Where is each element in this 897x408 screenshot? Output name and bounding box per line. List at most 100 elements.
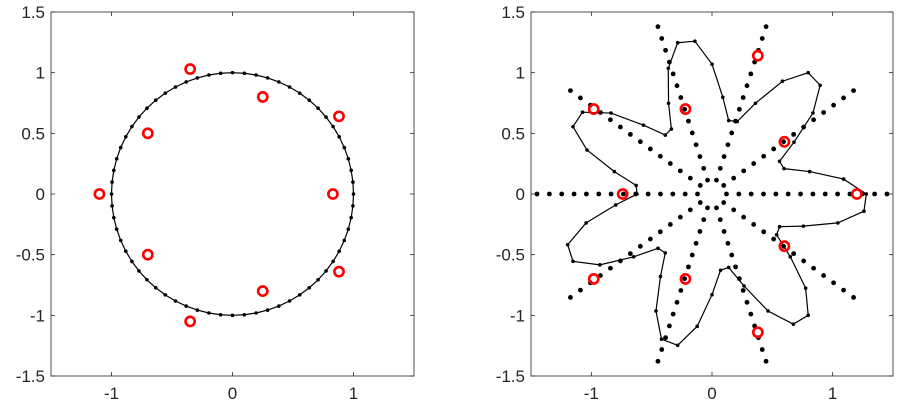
curve-node xyxy=(287,85,292,89)
y-tick-label: -1.5 xyxy=(16,367,45,386)
ray-dot xyxy=(724,191,729,197)
curve-node xyxy=(130,259,134,264)
red-marker xyxy=(587,103,600,115)
curve-node xyxy=(571,259,575,264)
curve-node xyxy=(342,238,347,243)
curve-node xyxy=(753,101,758,106)
curve-node xyxy=(656,246,660,251)
curve-node xyxy=(346,227,351,232)
curve-node xyxy=(806,70,811,75)
curve-node xyxy=(163,293,168,297)
curve-node xyxy=(297,293,302,297)
right-panel: -1 0 1 1.5 1 0.5 0 -0.5 -1 -1.5 xyxy=(496,3,894,403)
curve-node xyxy=(580,110,585,114)
curve-node xyxy=(726,265,731,270)
x-tick-label: 1 xyxy=(349,384,358,403)
curve-node xyxy=(277,304,281,308)
right-markers-layer xyxy=(587,49,863,339)
curve-node xyxy=(663,133,668,137)
ray-dot xyxy=(736,276,742,282)
ray-dot xyxy=(697,154,703,159)
curve-node xyxy=(777,159,782,164)
curve-node xyxy=(173,85,178,89)
ray-dot xyxy=(659,36,665,41)
ray-dot xyxy=(811,265,817,271)
left-axes-box xyxy=(50,11,415,377)
ray-dot xyxy=(689,130,695,136)
ray-dot xyxy=(655,24,661,30)
red-marker xyxy=(778,240,791,253)
curve-node xyxy=(114,227,119,232)
red-marker xyxy=(184,315,197,328)
ray-dot xyxy=(617,124,623,130)
ray-dot xyxy=(670,191,676,197)
ray-dot xyxy=(761,153,767,159)
ray-dot xyxy=(798,191,803,197)
ray-dot xyxy=(670,71,676,77)
curve-node xyxy=(862,209,866,214)
ray-dot xyxy=(677,168,683,174)
y-tick-label: 0 xyxy=(36,185,45,204)
curve-node xyxy=(118,238,123,243)
curve-node xyxy=(316,106,320,111)
curve-node xyxy=(337,135,342,139)
curve-node xyxy=(112,215,116,220)
ray-dot xyxy=(546,191,552,197)
curve-node xyxy=(316,277,320,282)
ray-dot xyxy=(851,295,856,300)
red-marker xyxy=(93,188,106,200)
x-tick-label: 0 xyxy=(707,384,716,403)
left-ticks-layer: -1 0 1 1.5 1 0.5 0 -0.5 -1 -1.5 xyxy=(16,3,414,403)
ray-dot xyxy=(791,251,797,257)
ray-dot xyxy=(731,207,737,213)
curve-node xyxy=(669,127,674,131)
curve-node xyxy=(114,156,119,161)
ray-dot xyxy=(759,36,765,41)
ray-dot xyxy=(725,142,731,148)
curve-node xyxy=(337,249,342,253)
curve-node xyxy=(346,156,351,161)
curve-node xyxy=(145,277,149,282)
ray-dot xyxy=(693,240,699,246)
ray-dot xyxy=(771,236,777,242)
curve-node xyxy=(331,259,335,264)
red-marker xyxy=(850,188,863,200)
curve-node xyxy=(726,118,731,123)
curve-node xyxy=(654,309,658,313)
curve-node xyxy=(351,192,356,196)
y-tick-label: 1.5 xyxy=(21,3,45,22)
curve-node xyxy=(864,192,869,196)
left-nodes-layer xyxy=(109,70,356,318)
red-marker xyxy=(333,110,345,123)
curve-node xyxy=(218,71,223,76)
curve-node xyxy=(207,311,211,315)
curve-node xyxy=(693,39,697,43)
curve-node xyxy=(153,285,158,290)
curve-node xyxy=(584,221,588,225)
curve-node xyxy=(807,169,812,174)
ray-dot xyxy=(682,106,688,112)
red-marker xyxy=(679,273,692,285)
red-marker xyxy=(679,103,692,115)
curve-node xyxy=(806,313,811,318)
ray-dot xyxy=(686,118,691,124)
ray-dot xyxy=(751,222,757,227)
curve-node xyxy=(780,79,785,84)
curve-node xyxy=(287,299,292,303)
x-tick-label: -1 xyxy=(104,384,119,403)
curve-node xyxy=(207,73,211,77)
curve-node xyxy=(242,312,247,317)
red-marker xyxy=(256,91,269,103)
y-tick-label: 0.5 xyxy=(501,124,525,143)
red-marker xyxy=(751,326,764,339)
ray-dot xyxy=(841,95,846,101)
curve-node xyxy=(173,299,178,303)
ray-dot xyxy=(687,175,693,181)
curve-node xyxy=(324,115,328,119)
curve-node xyxy=(254,311,258,315)
ray-dot xyxy=(705,205,710,211)
ray-dot xyxy=(571,191,577,197)
curve-node xyxy=(349,215,353,220)
left-markers-layer xyxy=(93,63,345,328)
curve-node xyxy=(565,242,570,247)
